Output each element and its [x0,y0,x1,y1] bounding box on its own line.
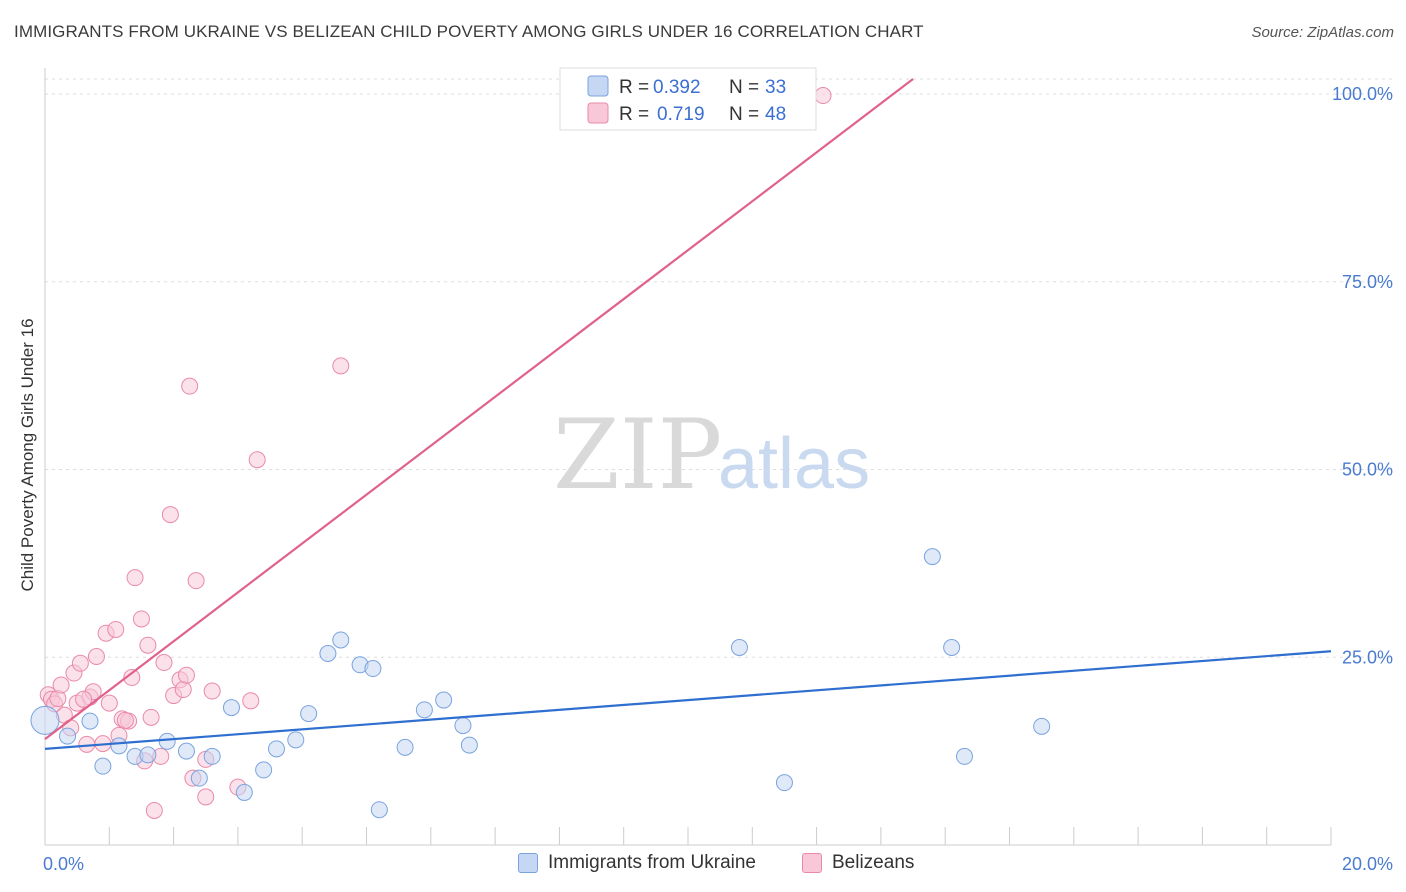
legend-swatch-belizeans [802,853,822,873]
ukraine-point [81,712,99,730]
legend-r-label-belizeans: R = [619,104,649,125]
legend-swatch-ukraine [587,75,609,97]
ukraine-points [30,548,1051,819]
ukraine-point [30,705,60,735]
belizeans-point [242,692,260,710]
ukraine-point [460,736,478,754]
x-tick-label: 20.0% [1342,854,1393,874]
trend-lines [44,78,1332,750]
legend-r-label-ukraine: R = [619,77,649,98]
belizeans-point [87,648,105,666]
ukraine-point [110,737,128,755]
belizeans-point [71,654,89,672]
ukraine-point [158,732,176,750]
legend-r-value-belizeans: 0.719 [657,104,705,125]
tick-labels: 25.0% 50.0% 75.0% 100.0% 0.0% 20.0% [43,84,1393,874]
axes [44,68,1332,846]
legend-swatch-belizeans [587,102,609,124]
legend-r-value-ukraine: 0.392 [653,77,701,98]
legend-item-belizeans: Belizeans [802,852,914,874]
ukraine-point [255,761,273,779]
watermark-zip: ZIP [553,399,722,511]
belizeans-point [181,377,199,395]
belizeans-point [197,788,215,806]
belizeans-point [132,610,150,628]
ukraine-point [203,747,221,765]
belizeans-point [52,676,70,694]
ukraine-point [454,717,472,735]
belizeans-point [814,87,832,105]
bottom-legend: Immigrants from Ukraine Belizeans [0,850,1406,880]
ukraine-point [267,740,285,758]
legend-item-ukraine: Immigrants from Ukraine [518,852,756,874]
ukraine-point [1033,717,1051,735]
ukraine-point [94,757,112,775]
ukraine-point [222,699,240,717]
ukraine-point [59,727,77,745]
legend-label-ukraine: Immigrants from Ukraine [548,852,756,873]
ukraine-point [943,638,961,656]
y-tick-label: 25.0% [1342,647,1393,667]
legend-n-label-ukraine: N = [729,77,759,98]
belizeans-point [116,711,134,729]
legend-n-label-belizeans: N = [729,104,759,125]
belizeans-point [75,690,93,708]
ukraine-point [235,783,253,801]
legend-n-value-belizeans: 48 [765,104,786,125]
ukraine-point [177,742,195,760]
top-legend: R = 0.392 N = 33 R = 0.719 N = 48 [559,67,817,131]
belizeans-point [123,669,141,687]
ukraine-point [139,746,157,764]
y-tick-label: 50.0% [1342,460,1393,480]
ukraine-trend-line [44,650,1332,750]
belizeans-point [332,357,350,375]
ukraine-point [415,701,433,719]
chart-title: IMMIGRANTS FROM UKRAINE VS BELIZEAN CHIL… [14,22,924,41]
belizeans-point [248,451,266,469]
watermark: ZIP atlas [553,399,870,511]
gridlines [45,78,1395,658]
ukraine-point [319,645,337,662]
y-tick-label: 100.0% [1332,84,1393,104]
legend-swatch-ukraine [518,853,538,873]
belizeans-point [187,572,205,590]
ukraine-point [300,705,318,723]
ukraine-point [370,801,388,819]
source-note: Source: ZipAtlas.com [1251,24,1394,41]
ukraine-point [730,638,748,656]
x-tick-label: 0.0% [43,854,84,874]
ukraine-point [396,738,414,756]
ukraine-point [923,548,941,566]
ukraine-point [775,774,793,792]
belizeans-point [145,801,163,819]
ukraine-point [287,731,305,749]
belizeans-point [100,694,118,712]
belizeans-point [155,654,173,672]
belizeans-point [107,620,125,638]
belizeans-point [174,681,192,699]
ukraine-point [955,747,973,765]
legend-label-belizeans: Belizeans [832,852,915,873]
legend-n-value-ukraine: 33 [765,77,786,98]
belizeans-point [142,708,160,726]
ukraine-point [435,691,453,709]
belizeans-point [161,506,179,524]
belizeans-point [126,569,144,587]
ukraine-point [332,631,350,649]
ukraine-point [190,769,208,787]
belizeans-trend-line [44,78,914,740]
belizeans-point [203,682,221,700]
belizeans-points [39,87,832,819]
watermark-atlas: atlas [718,424,870,504]
y-tick-label: 75.0% [1342,272,1393,292]
belizeans-point [139,636,157,654]
ukraine-point [364,660,382,678]
belizeans-point [177,666,195,684]
